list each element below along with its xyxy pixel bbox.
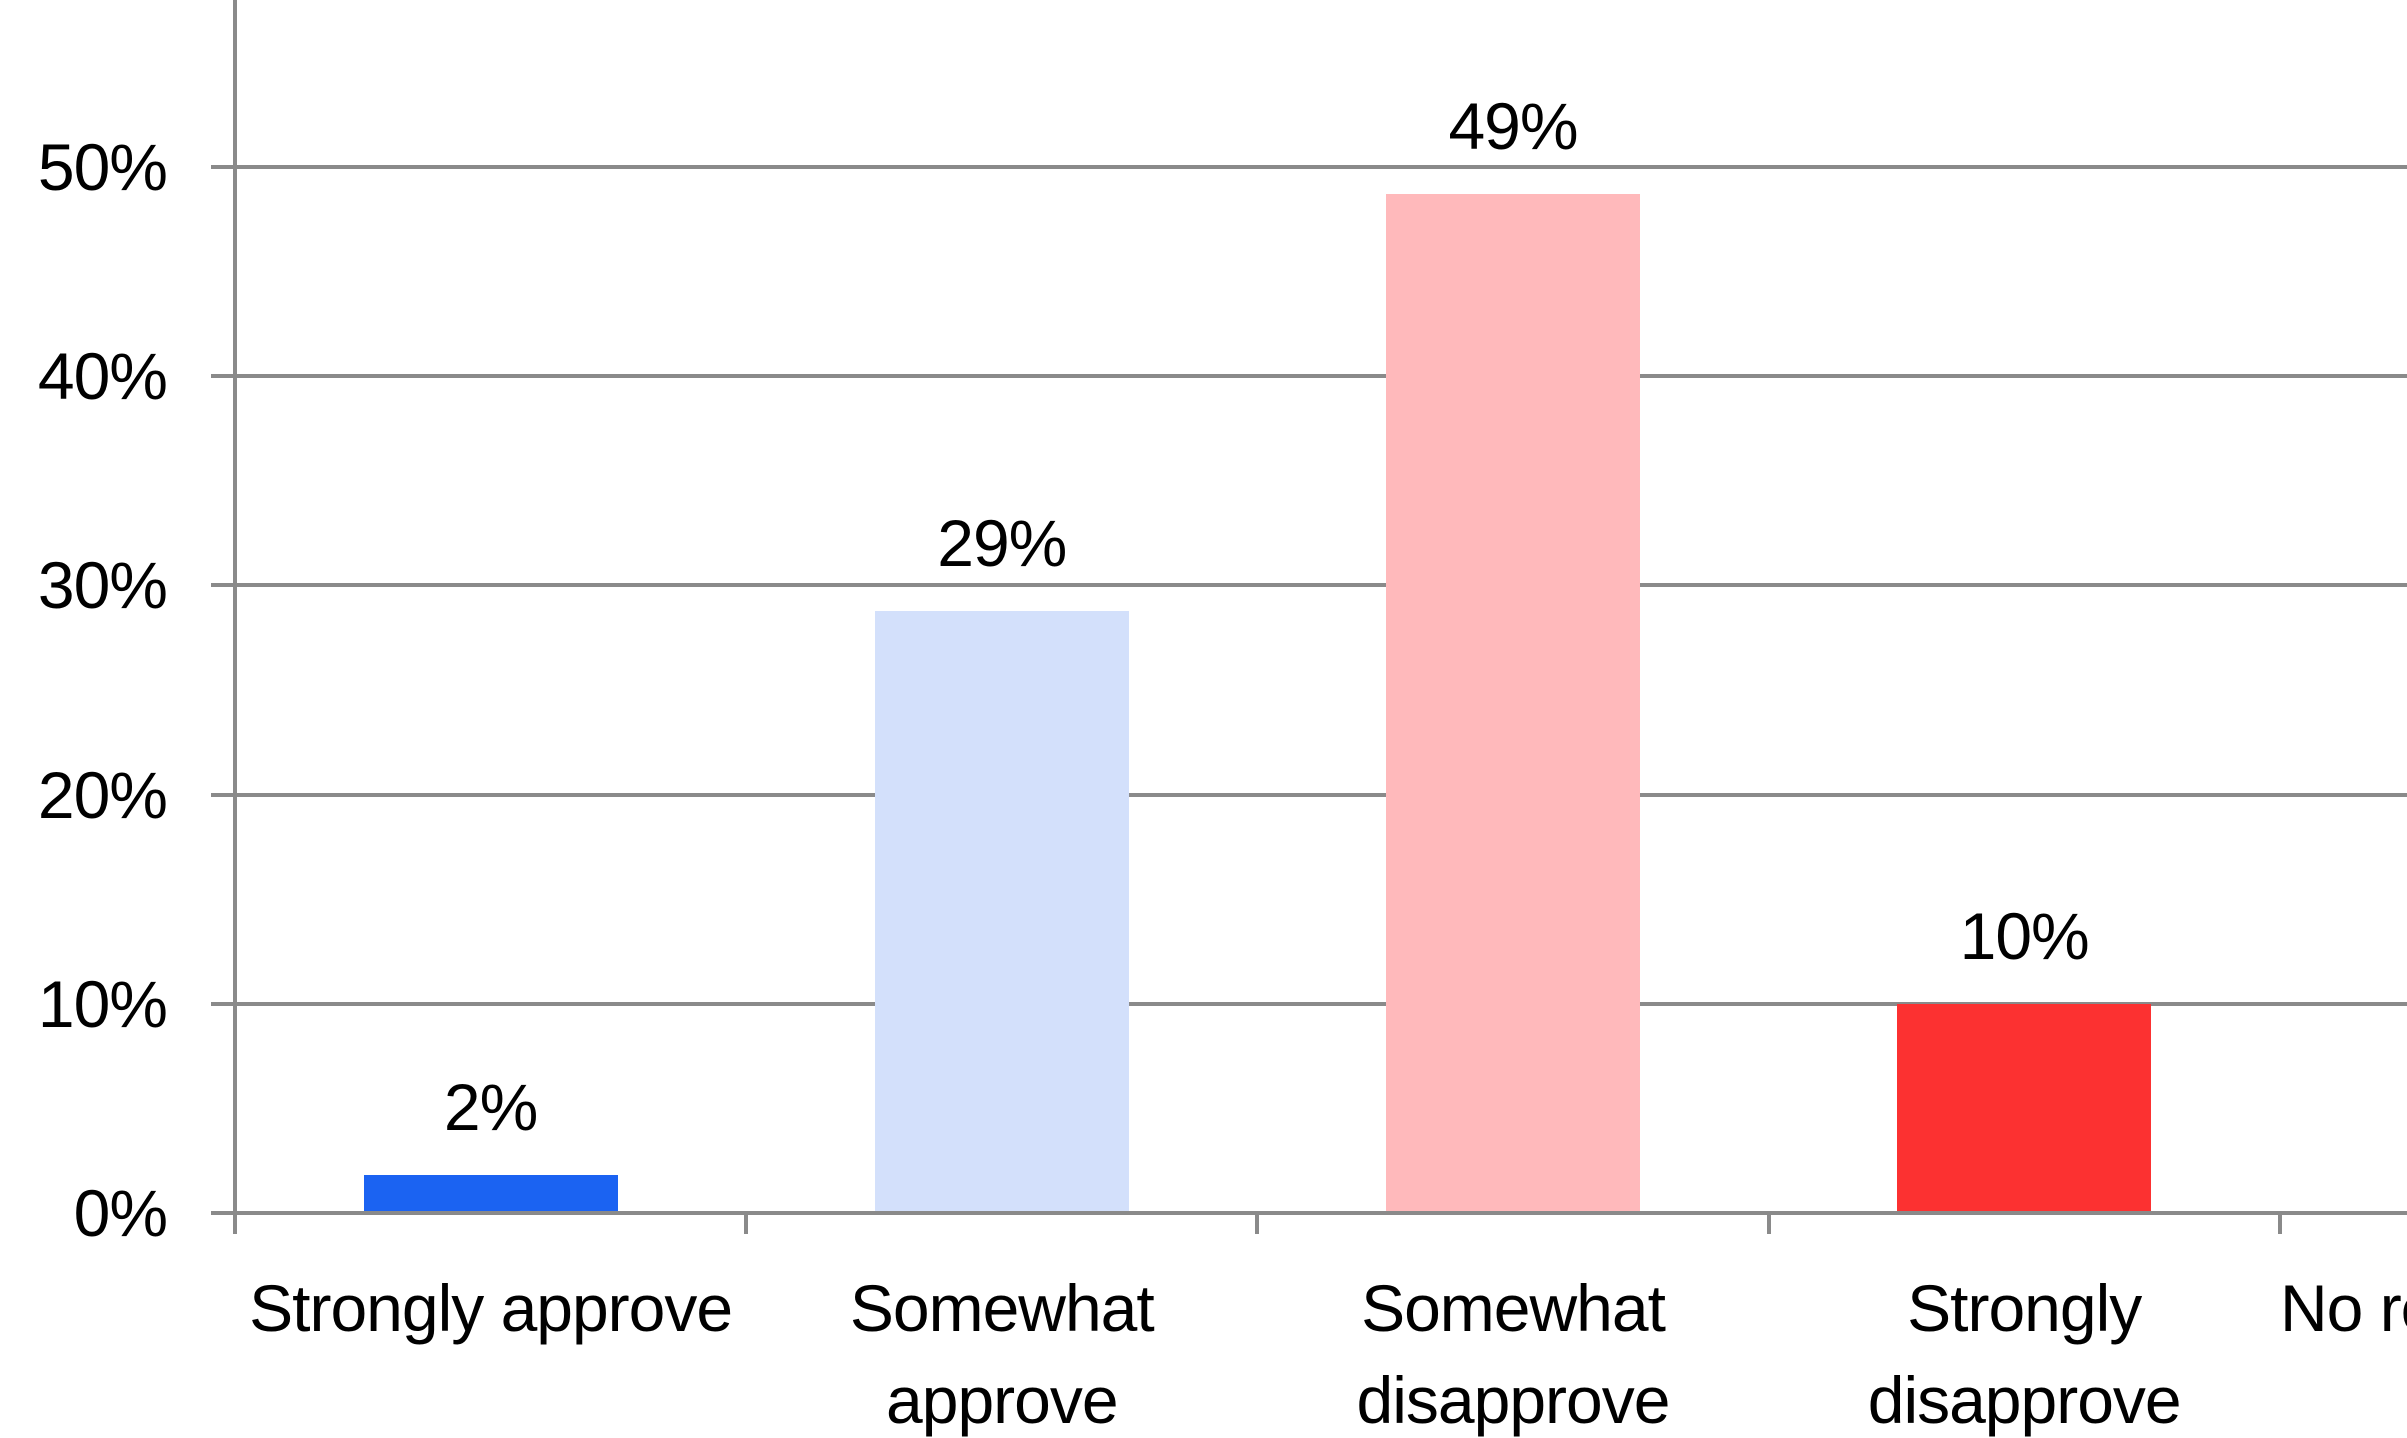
y-tick-label-40: 40% [37, 339, 168, 414]
bar-somewhat-disapprove [1386, 194, 1640, 1211]
data-label-strongly-approve: 2% [443, 1070, 538, 1144]
y-tick-label-10: 10% [37, 966, 168, 1041]
category-label-line: No re [2280, 1271, 2407, 1345]
gridline-30 [211, 583, 2407, 588]
bar-strongly-approve [363, 1175, 618, 1211]
gridline-50 [211, 165, 2407, 169]
x-axis-tick-3 [1766, 1213, 1771, 1234]
gridline-40 [211, 374, 2407, 379]
x-axis-tick-2 [1255, 1213, 1260, 1234]
gridline-10 [211, 1001, 2407, 1006]
category-label-line: disapprove [1356, 1363, 1671, 1437]
category-label-line: Somewhat [849, 1271, 1155, 1345]
category-label-strongly-disapprove: Strongly disapprove [1769, 1262, 2280, 1438]
y-tick-label-0: 0% [73, 1176, 168, 1250]
data-label-somewhat-disapprove: 49% [1448, 89, 1578, 163]
category-label-line: Strongly [1907, 1271, 2142, 1345]
gridline-20 [211, 792, 2407, 797]
x-axis-tick-1 [744, 1213, 749, 1234]
category-label-strongly-approve: Strongly approve [235, 1262, 746, 1354]
y-axis-line [233, 0, 237, 1234]
category-label-line: Strongly approve [249, 1271, 733, 1345]
bar-somewhat-approve [874, 611, 1129, 1211]
category-label-line: Somewhat [1361, 1271, 1666, 1345]
data-label-somewhat-approve: 29% [937, 506, 1067, 580]
category-label-somewhat-disapprove: Somewhat disapprove [1258, 1262, 1769, 1438]
x-axis-line [211, 1211, 2407, 1215]
data-label-strongly-disapprove: 10% [1959, 899, 2090, 973]
category-label-somewhat-approve: Somewhat approve [746, 1262, 1257, 1438]
y-tick-label-30: 30% [37, 548, 168, 623]
x-axis-tick-4 [2277, 1213, 2282, 1234]
category-label-line: approve [886, 1363, 1119, 1437]
category-label-no-re: No re [2280, 1262, 2407, 1354]
y-tick-label-20: 20% [37, 757, 168, 832]
category-label-line: disapprove [1867, 1363, 2182, 1437]
y-tick-label-50: 50% [37, 130, 168, 204]
bar-strongly-disapprove [1897, 1004, 2152, 1211]
